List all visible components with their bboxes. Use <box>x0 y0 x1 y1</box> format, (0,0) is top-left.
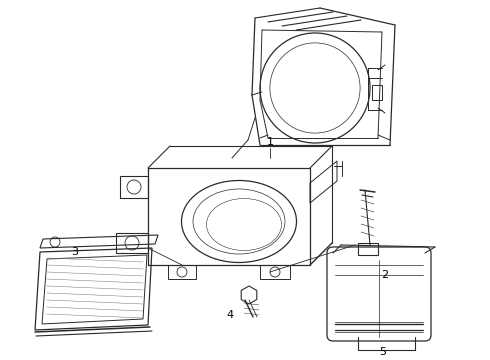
Text: 2: 2 <box>381 270 389 280</box>
Text: 5: 5 <box>379 347 387 357</box>
Text: 4: 4 <box>226 310 234 320</box>
Text: 3: 3 <box>72 247 78 257</box>
Text: 1: 1 <box>267 137 273 147</box>
